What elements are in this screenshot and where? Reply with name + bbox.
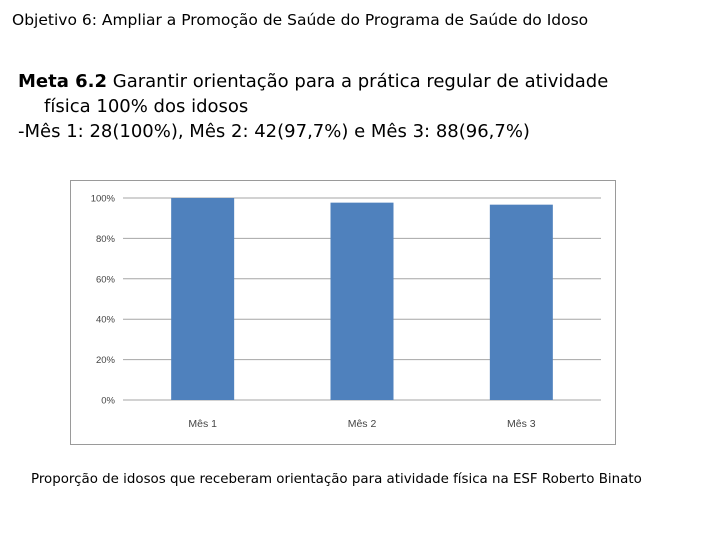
monthly-results: -Mês 1: 28(100%), Mês 2: 42(97,7%) e Mês… (18, 121, 530, 142)
x-category-label: Mês 2 (348, 418, 377, 430)
x-category-label: Mês 1 (188, 418, 217, 430)
goal-block: Meta 6.2 Garantir orientação para a prát… (18, 69, 698, 144)
chart-caption: Proporção de idosos que receberam orient… (31, 472, 642, 487)
goal-label: Meta 6.2 (18, 71, 108, 92)
x-category-label: Mês 3 (507, 418, 536, 430)
y-tick-label: 80% (96, 234, 116, 245)
bar-chart: 0% 20% 40% 60% 80% 100% Mês 1 Mês 2 Mês 3 (70, 180, 616, 445)
bar (171, 198, 235, 400)
y-tick-label: 20% (96, 355, 116, 366)
chart-canvas: 0% 20% 40% 60% 80% 100% Mês 1 Mês 2 Mês 3 (91, 194, 601, 430)
goal-line: Meta 6.2 Garantir orientação para a prát… (18, 69, 698, 94)
bar (489, 204, 553, 400)
y-tick-label: 0% (101, 396, 115, 407)
y-tick-label: 40% (96, 315, 116, 326)
y-tick-label: 100% (91, 194, 116, 205)
bar (330, 202, 394, 400)
goal-text-continued: física 100% dos idosos (44, 96, 249, 117)
y-tick-label: 60% (96, 274, 116, 285)
slide-title: Objetivo 6: Ampliar a Promoção de Saúde … (12, 11, 589, 29)
goal-text: Garantir orientação para a prática regul… (107, 71, 609, 92)
